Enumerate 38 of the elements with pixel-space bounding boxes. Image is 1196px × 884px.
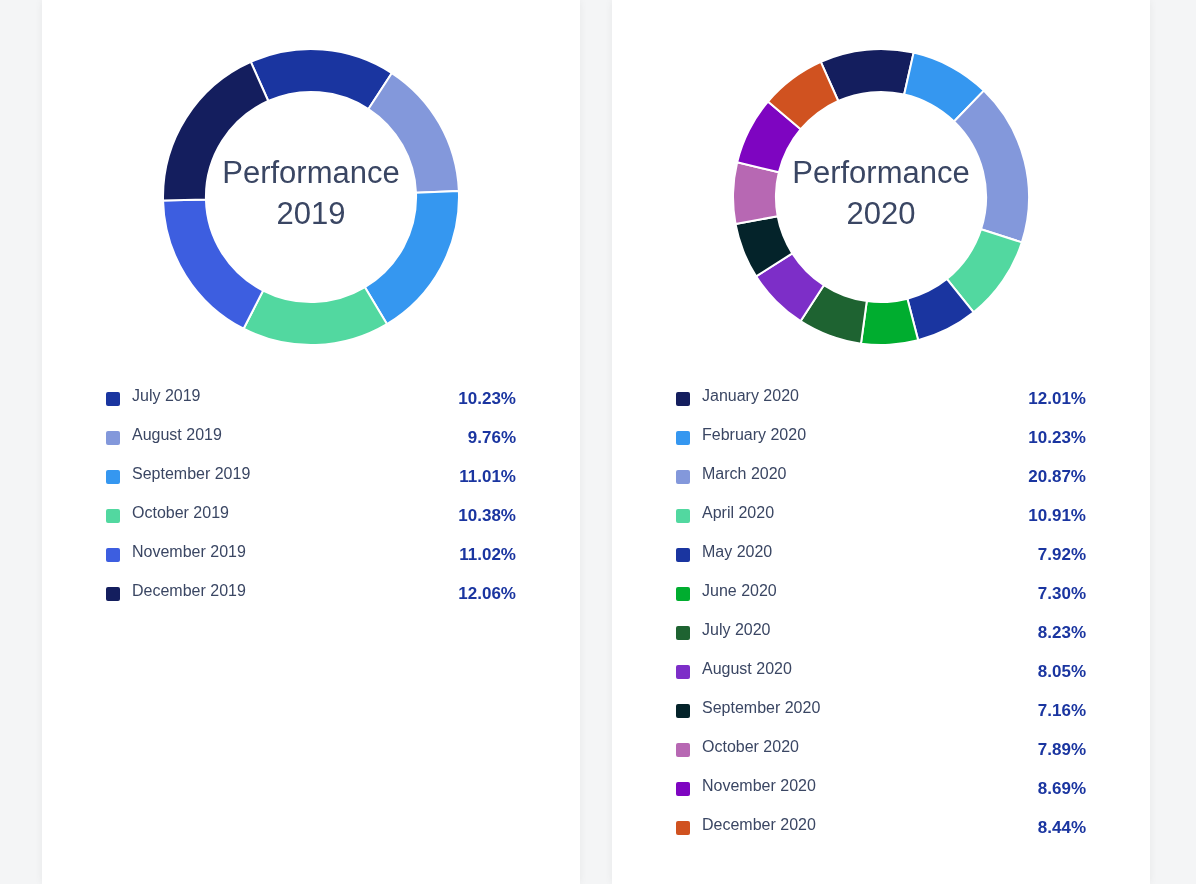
legend-label: September 2019 (132, 465, 251, 483)
legend-label: December 2020 (702, 816, 816, 834)
data-label: 20.87% (1028, 467, 1086, 487)
legend-label: September 2020 (702, 699, 821, 717)
data-label: 11.02% (459, 545, 516, 565)
data-label: 10.23% (458, 389, 516, 409)
legend-label: November 2019 (132, 543, 246, 561)
legend-label: February 2020 (702, 426, 807, 444)
data-label: 8.69% (1037, 779, 1086, 799)
data-label: 10.23% (1028, 428, 1086, 448)
text: Performance 2020 (791, 154, 971, 233)
legend-label: April 2020 (702, 504, 775, 522)
data-label: 12.01% (1028, 389, 1086, 409)
data-label: 7.92% (1037, 545, 1086, 565)
data-label: 12.06% (458, 584, 516, 604)
legend-label: December 2019 (132, 582, 246, 600)
data-label: 9.76% (467, 428, 516, 448)
legend-label: May 2020 (702, 543, 773, 561)
text: Performance 2019 (221, 154, 401, 233)
data-label: 7.16% (1037, 701, 1086, 721)
legend-label: July 2019 (132, 387, 201, 405)
legend-label: August 2019 (132, 426, 222, 444)
legend-label: August 2020 (702, 660, 792, 678)
data-label: 8.23% (1037, 623, 1086, 643)
data-label: 8.05% (1037, 662, 1086, 682)
legend-label: June 2020 (702, 582, 777, 600)
legend-label: July 2020 (702, 621, 771, 639)
legend-label: November 2020 (702, 777, 816, 795)
data-label: 7.89% (1037, 740, 1086, 760)
legend-label: October 2019 (132, 504, 229, 522)
legend-label: October 2020 (702, 738, 799, 756)
legend-label: January 2020 (702, 387, 799, 405)
data-label: 10.38% (458, 506, 516, 526)
data-label: 10.91% (1028, 506, 1086, 526)
data-label: 8.44% (1037, 818, 1086, 838)
data-label: 11.01% (459, 467, 516, 487)
legend-label: March 2020 (702, 465, 787, 483)
data-label: 7.30% (1037, 584, 1086, 604)
